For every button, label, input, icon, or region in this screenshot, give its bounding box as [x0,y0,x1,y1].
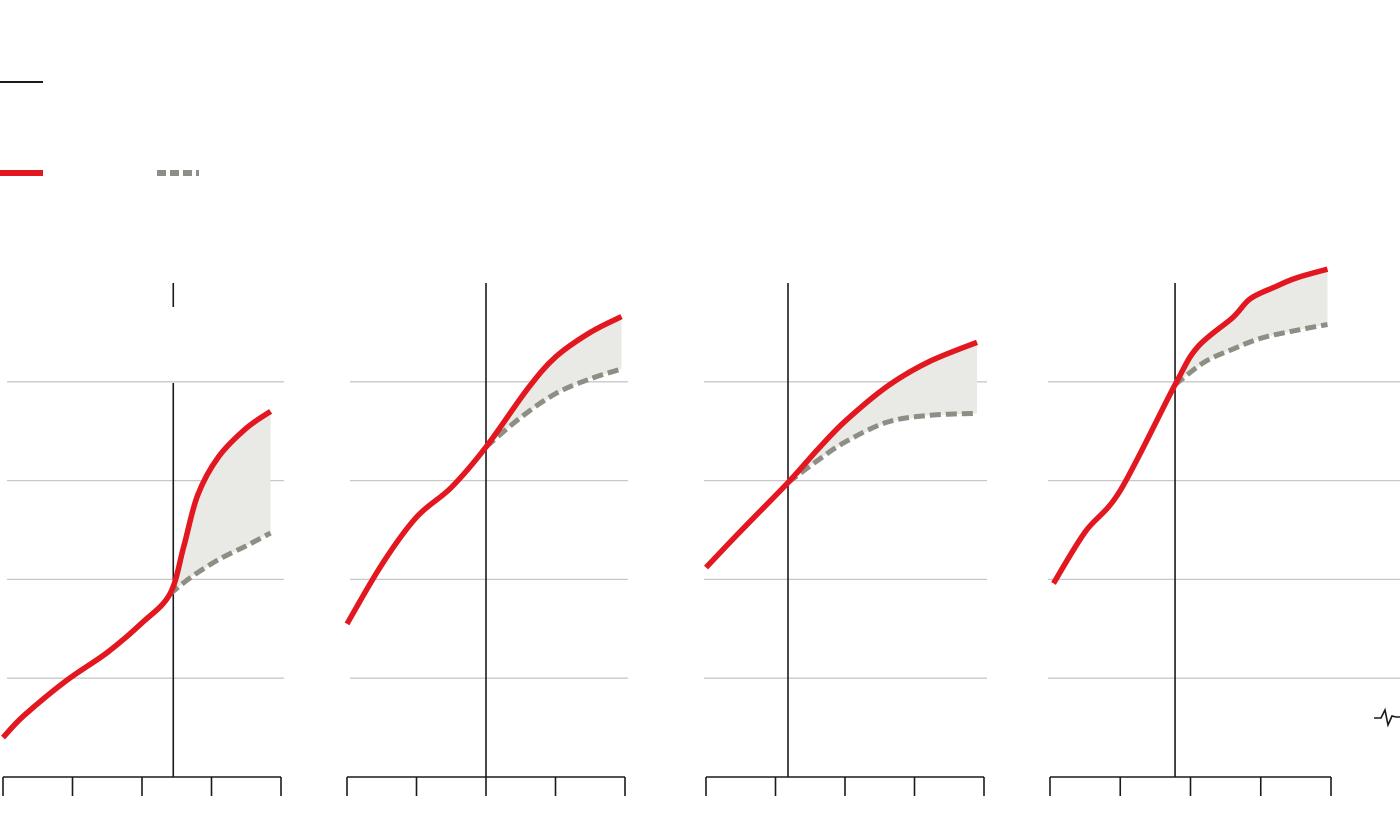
actual-series-line [0,409,273,740]
counterfactual-series-line [484,366,623,449]
gap-area [1175,269,1328,385]
legend [0,81,199,176]
chart-panel-3 [704,283,987,796]
counterfactual-series-line [1173,322,1328,387]
chart-panel-1 [0,283,284,796]
counterfactual-series-line [786,410,978,485]
actual-series-line [704,339,979,570]
small-multiple-panels [0,266,1400,796]
logo-icon [1374,707,1400,728]
chart-panel-4 [1048,266,1400,796]
counterfactual-series-line [168,530,272,597]
actual-series-line [344,314,623,626]
actual-series-line [1051,266,1329,585]
gap-area [169,411,271,595]
gap-area [486,316,622,447]
chart-panel-2 [344,283,628,796]
